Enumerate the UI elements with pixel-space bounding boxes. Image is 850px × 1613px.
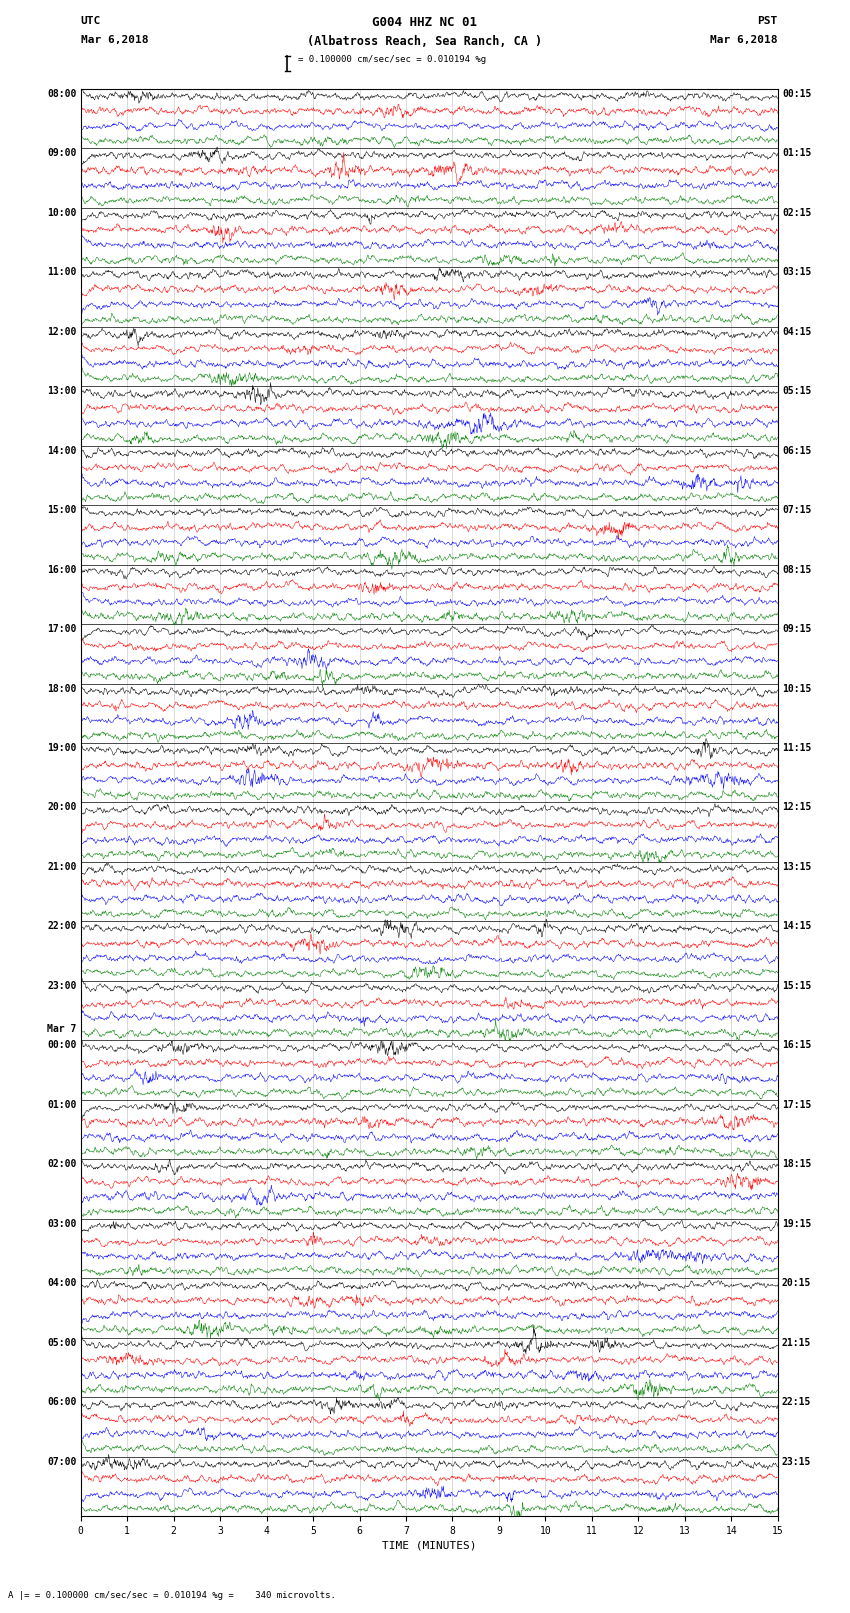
Text: 08:00: 08:00 <box>47 89 76 98</box>
Text: 14:15: 14:15 <box>782 921 812 931</box>
Text: 22:15: 22:15 <box>782 1397 812 1407</box>
Text: 14:00: 14:00 <box>47 445 76 455</box>
Text: 04:15: 04:15 <box>782 326 812 337</box>
Text: Mar 6,2018: Mar 6,2018 <box>81 35 148 45</box>
Text: 02:00: 02:00 <box>47 1160 76 1169</box>
Text: 13:00: 13:00 <box>47 386 76 397</box>
Text: 02:15: 02:15 <box>782 208 812 218</box>
Text: 11:00: 11:00 <box>47 268 76 277</box>
Text: 01:15: 01:15 <box>782 148 812 158</box>
Text: 22:00: 22:00 <box>47 921 76 931</box>
Text: 15:00: 15:00 <box>47 505 76 515</box>
Text: 09:00: 09:00 <box>47 148 76 158</box>
Text: 06:15: 06:15 <box>782 445 812 455</box>
Text: 10:00: 10:00 <box>47 208 76 218</box>
Text: 03:15: 03:15 <box>782 268 812 277</box>
Text: 00:00: 00:00 <box>47 1040 76 1050</box>
Text: G004 HHZ NC 01: G004 HHZ NC 01 <box>372 16 478 29</box>
Text: UTC: UTC <box>81 16 101 26</box>
Text: 16:15: 16:15 <box>782 1040 812 1050</box>
Text: 15:15: 15:15 <box>782 981 812 990</box>
Text: 13:15: 13:15 <box>782 861 812 873</box>
Text: 04:00: 04:00 <box>47 1277 76 1289</box>
Text: (Albatross Reach, Sea Ranch, CA ): (Albatross Reach, Sea Ranch, CA ) <box>308 35 542 48</box>
Text: 09:15: 09:15 <box>782 624 812 634</box>
Text: 19:00: 19:00 <box>47 744 76 753</box>
Text: Mar 6,2018: Mar 6,2018 <box>711 35 778 45</box>
Text: 10:15: 10:15 <box>782 684 812 694</box>
Text: 07:15: 07:15 <box>782 505 812 515</box>
Text: 18:15: 18:15 <box>782 1160 812 1169</box>
Text: 21:00: 21:00 <box>47 861 76 873</box>
Text: 18:00: 18:00 <box>47 684 76 694</box>
Text: PST: PST <box>757 16 778 26</box>
Text: 17:15: 17:15 <box>782 1100 812 1110</box>
Text: 19:15: 19:15 <box>782 1219 812 1229</box>
Text: 00:15: 00:15 <box>782 89 812 98</box>
Text: 23:15: 23:15 <box>782 1457 812 1466</box>
Text: 05:15: 05:15 <box>782 386 812 397</box>
Text: 23:00: 23:00 <box>47 981 76 990</box>
Text: 17:00: 17:00 <box>47 624 76 634</box>
X-axis label: TIME (MINUTES): TIME (MINUTES) <box>382 1540 477 1550</box>
Text: 20:15: 20:15 <box>782 1277 812 1289</box>
Text: 05:00: 05:00 <box>47 1337 76 1348</box>
Text: 20:00: 20:00 <box>47 803 76 813</box>
Text: 03:00: 03:00 <box>47 1219 76 1229</box>
Text: 16:00: 16:00 <box>47 565 76 574</box>
Text: 12:00: 12:00 <box>47 326 76 337</box>
Text: A |= = 0.100000 cm/sec/sec = 0.010194 %g =    340 microvolts.: A |= = 0.100000 cm/sec/sec = 0.010194 %g… <box>8 1590 337 1600</box>
Text: 12:15: 12:15 <box>782 803 812 813</box>
Text: 06:00: 06:00 <box>47 1397 76 1407</box>
Text: Mar 7: Mar 7 <box>47 1024 76 1034</box>
Text: 07:00: 07:00 <box>47 1457 76 1466</box>
Text: 08:15: 08:15 <box>782 565 812 574</box>
Text: 21:15: 21:15 <box>782 1337 812 1348</box>
Text: 11:15: 11:15 <box>782 744 812 753</box>
Text: = 0.100000 cm/sec/sec = 0.010194 %g: = 0.100000 cm/sec/sec = 0.010194 %g <box>298 55 485 65</box>
Text: 01:00: 01:00 <box>47 1100 76 1110</box>
